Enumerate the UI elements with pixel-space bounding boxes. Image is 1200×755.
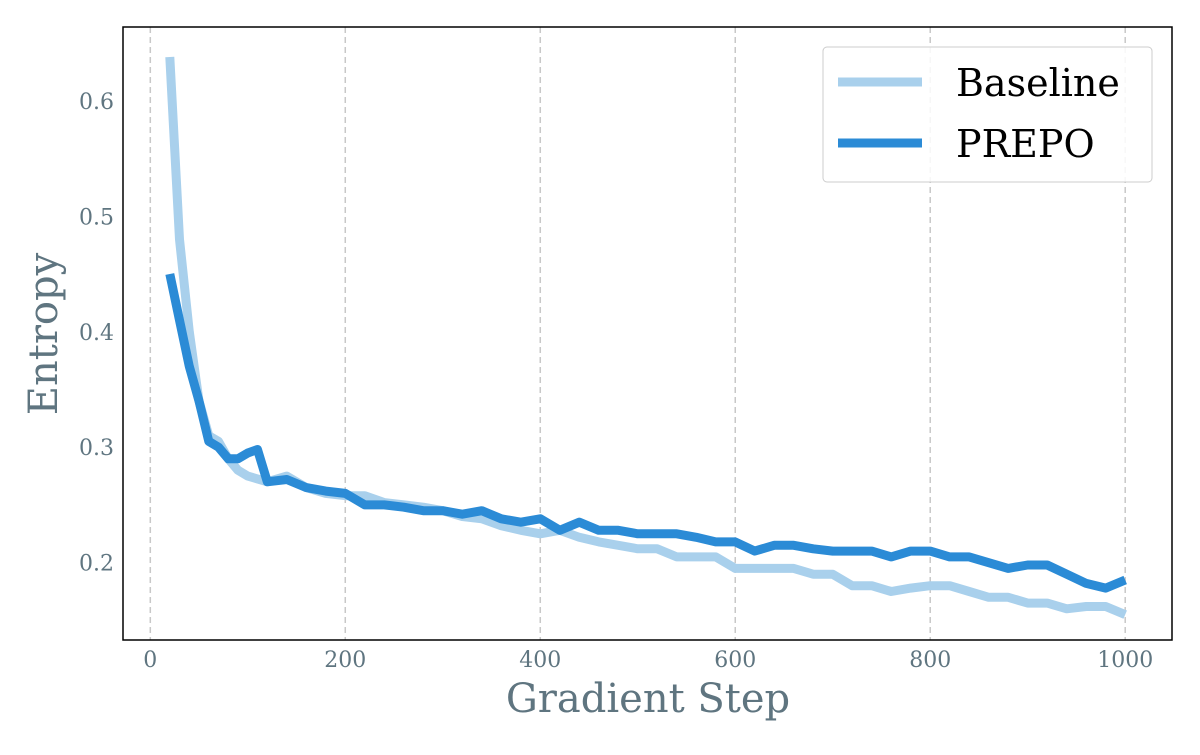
x-tick-label: 600 xyxy=(714,648,756,673)
y-tick-label: 0.6 xyxy=(79,90,114,115)
y-axis-label: Entropy xyxy=(21,252,67,415)
x-tick-label: 800 xyxy=(909,648,951,673)
legend: Baseline PREPO xyxy=(822,46,1153,183)
y-tick-label: 0.3 xyxy=(79,436,114,461)
x-tick-label: 400 xyxy=(519,648,561,673)
y-axis-ticks: 0.2 0.3 0.4 0.5 0.6 xyxy=(79,90,114,577)
legend-label-prepo: PREPO xyxy=(956,122,1095,166)
x-tick-label: 0 xyxy=(143,648,157,673)
x-axis-ticks: 0 200 400 600 800 1000 xyxy=(143,648,1153,673)
series-lines xyxy=(165,56,1127,619)
plot-frame xyxy=(122,26,1173,641)
x-axis-label: Gradient Step xyxy=(506,676,790,722)
x-tick-label: 1000 xyxy=(1097,648,1153,673)
x-tick-label: 200 xyxy=(324,648,366,673)
y-tick-label: 0.2 xyxy=(79,552,114,577)
series-line-prepo xyxy=(165,273,1127,593)
y-tick-label: 0.4 xyxy=(79,321,114,346)
legend-label-baseline: Baseline xyxy=(956,61,1120,105)
y-tick-label: 0.5 xyxy=(79,205,114,230)
